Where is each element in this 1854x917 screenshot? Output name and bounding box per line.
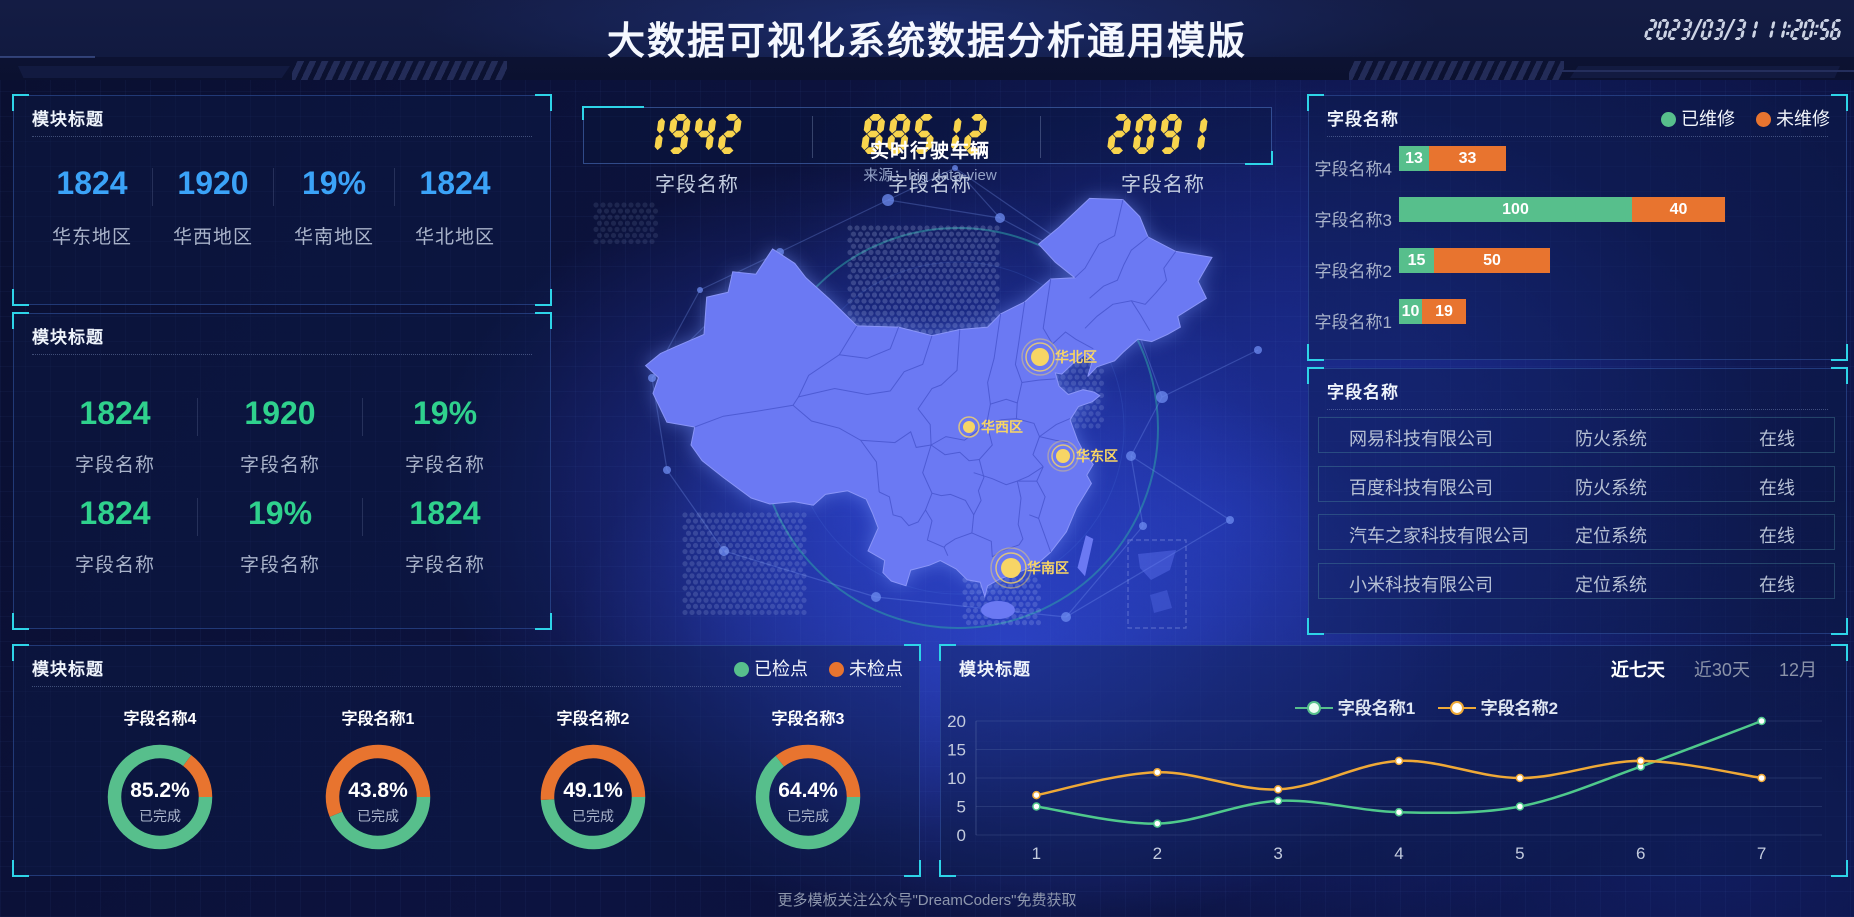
svg-text:20: 20 (947, 712, 966, 731)
svg-text:5: 5 (957, 798, 966, 817)
svg-text:5: 5 (1515, 844, 1524, 863)
svg-text:1: 1 (1032, 844, 1041, 863)
svg-text:6: 6 (1636, 844, 1645, 863)
svg-text:0: 0 (957, 826, 966, 845)
svg-text:华东区: 华东区 (1076, 448, 1118, 464)
svg-text:3: 3 (1273, 844, 1282, 863)
svg-text:15: 15 (947, 741, 966, 760)
svg-text:4: 4 (1394, 844, 1403, 863)
svg-text:10: 10 (947, 769, 966, 788)
svg-text:2: 2 (1153, 844, 1162, 863)
svg-text:华北区: 华北区 (1055, 349, 1097, 365)
svg-text:7: 7 (1757, 844, 1766, 863)
svg-text:华南区: 华南区 (1027, 560, 1069, 576)
svg-text:华西区: 华西区 (981, 419, 1023, 435)
